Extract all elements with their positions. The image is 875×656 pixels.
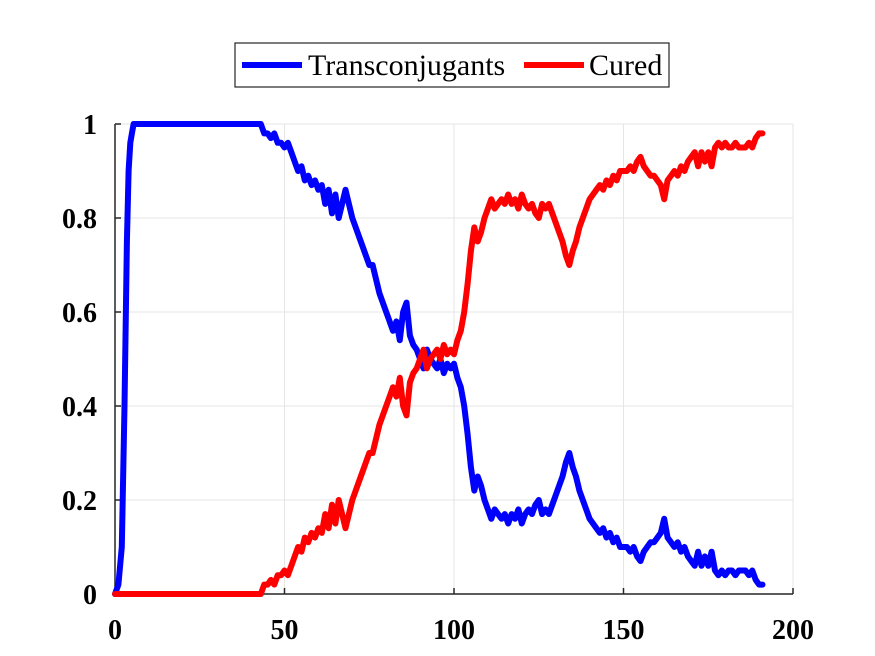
legend-label-cured: Cured (589, 49, 662, 82)
tick-labels: 0 50 100 150 200 0 0.2 0.4 0.6 0.8 1 (62, 110, 814, 646)
y-tick-label: 0.8 (62, 204, 97, 235)
y-tick-label: 0 (83, 580, 97, 611)
legend-box (234, 42, 670, 88)
y-tick-label: 0.6 (62, 298, 97, 329)
x-tick-label: 200 (772, 615, 814, 646)
x-tick-label: 150 (603, 615, 645, 646)
series-line-cured (112, 130, 766, 597)
y-tick-label: 1 (83, 110, 97, 141)
x-tick-label: 50 (271, 615, 299, 646)
legend-label-transconjugants: Transconjugants (308, 49, 505, 82)
series-line-transconjugants (112, 121, 766, 597)
y-tick-label: 0.2 (62, 486, 97, 517)
x-tick-label: 100 (433, 615, 475, 646)
x-tick-label: 0 (108, 615, 122, 646)
series-group (112, 121, 766, 597)
legend: Transconjugants Cured (234, 42, 670, 88)
y-tick-label: 0.4 (62, 392, 97, 423)
